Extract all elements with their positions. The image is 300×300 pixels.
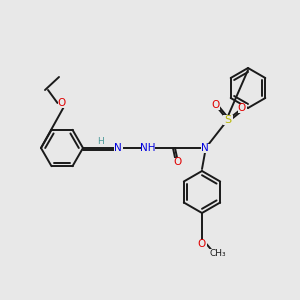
- FancyBboxPatch shape: [173, 158, 182, 166]
- FancyBboxPatch shape: [211, 100, 220, 109]
- FancyBboxPatch shape: [223, 115, 233, 125]
- FancyBboxPatch shape: [197, 239, 206, 248]
- FancyBboxPatch shape: [238, 103, 247, 112]
- FancyBboxPatch shape: [58, 98, 67, 107]
- FancyBboxPatch shape: [200, 143, 209, 152]
- Text: O: O: [238, 103, 246, 113]
- Text: CH₃: CH₃: [210, 248, 226, 257]
- Text: N: N: [201, 143, 209, 153]
- Text: N: N: [114, 143, 122, 153]
- Text: O: O: [211, 100, 219, 110]
- FancyBboxPatch shape: [141, 143, 155, 152]
- Text: O: O: [174, 157, 182, 167]
- Text: H: H: [97, 136, 104, 146]
- Text: O: O: [198, 239, 206, 249]
- FancyBboxPatch shape: [113, 143, 122, 152]
- Text: NH: NH: [140, 143, 156, 153]
- Text: O: O: [58, 98, 66, 108]
- FancyBboxPatch shape: [209, 248, 227, 257]
- Text: S: S: [224, 115, 232, 125]
